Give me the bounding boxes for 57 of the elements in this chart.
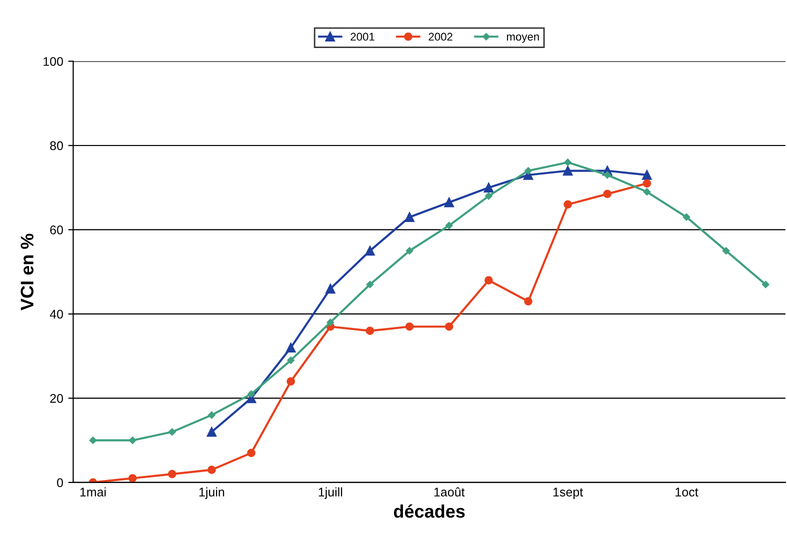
y-tick-label: 60 [50, 226, 63, 234]
point [248, 390, 255, 398]
point [484, 276, 493, 284]
x-tick-label: 1oct [676, 488, 698, 496]
x-tick-label: 1mai [80, 487, 106, 496]
point [365, 246, 375, 256]
x-tick-label: 1juin [199, 487, 224, 499]
y-tick-label: 100 [44, 57, 63, 66]
point [128, 474, 137, 482]
y-tick-label: 0 [57, 478, 63, 488]
point [643, 188, 651, 196]
point [168, 470, 176, 478]
point [89, 436, 97, 444]
point [247, 448, 256, 458]
point [682, 213, 690, 221]
point [286, 377, 295, 386]
y-tick-label: 40 [50, 310, 63, 319]
point [524, 297, 532, 306]
x-tick-label: 1juill [318, 487, 342, 499]
point [524, 167, 532, 174]
point [208, 411, 216, 419]
legend-label: 2002 [428, 32, 452, 41]
point [405, 322, 414, 331]
point [484, 182, 494, 192]
point [366, 326, 374, 335]
point [406, 247, 414, 254]
point [206, 427, 217, 437]
point [326, 284, 336, 294]
x-tick-label: 1août [434, 487, 465, 496]
point [564, 158, 572, 166]
point [404, 212, 414, 222]
point [208, 466, 216, 474]
point [603, 190, 612, 198]
point [168, 428, 176, 436]
point [562, 166, 573, 176]
x-tick-label: 1sept [553, 488, 583, 499]
legend-label: 2001 [350, 32, 374, 41]
point [762, 280, 770, 288]
x-axis-title: décades [394, 504, 465, 518]
point [128, 436, 136, 444]
point [564, 200, 572, 209]
point [722, 247, 730, 254]
point [286, 342, 296, 353]
point [444, 198, 454, 208]
point [326, 318, 334, 326]
legend-label: moyen [506, 34, 539, 43]
point [642, 170, 652, 180]
y-axis-title: VCI en % [20, 234, 34, 310]
point [445, 222, 453, 230]
point [444, 322, 454, 331]
point [366, 280, 374, 288]
point [485, 192, 492, 200]
y-tick-label: 20 [50, 394, 63, 403]
y-tick-label: 80 [50, 141, 63, 150]
point [642, 179, 652, 188]
point [604, 171, 612, 179]
point [287, 356, 294, 364]
